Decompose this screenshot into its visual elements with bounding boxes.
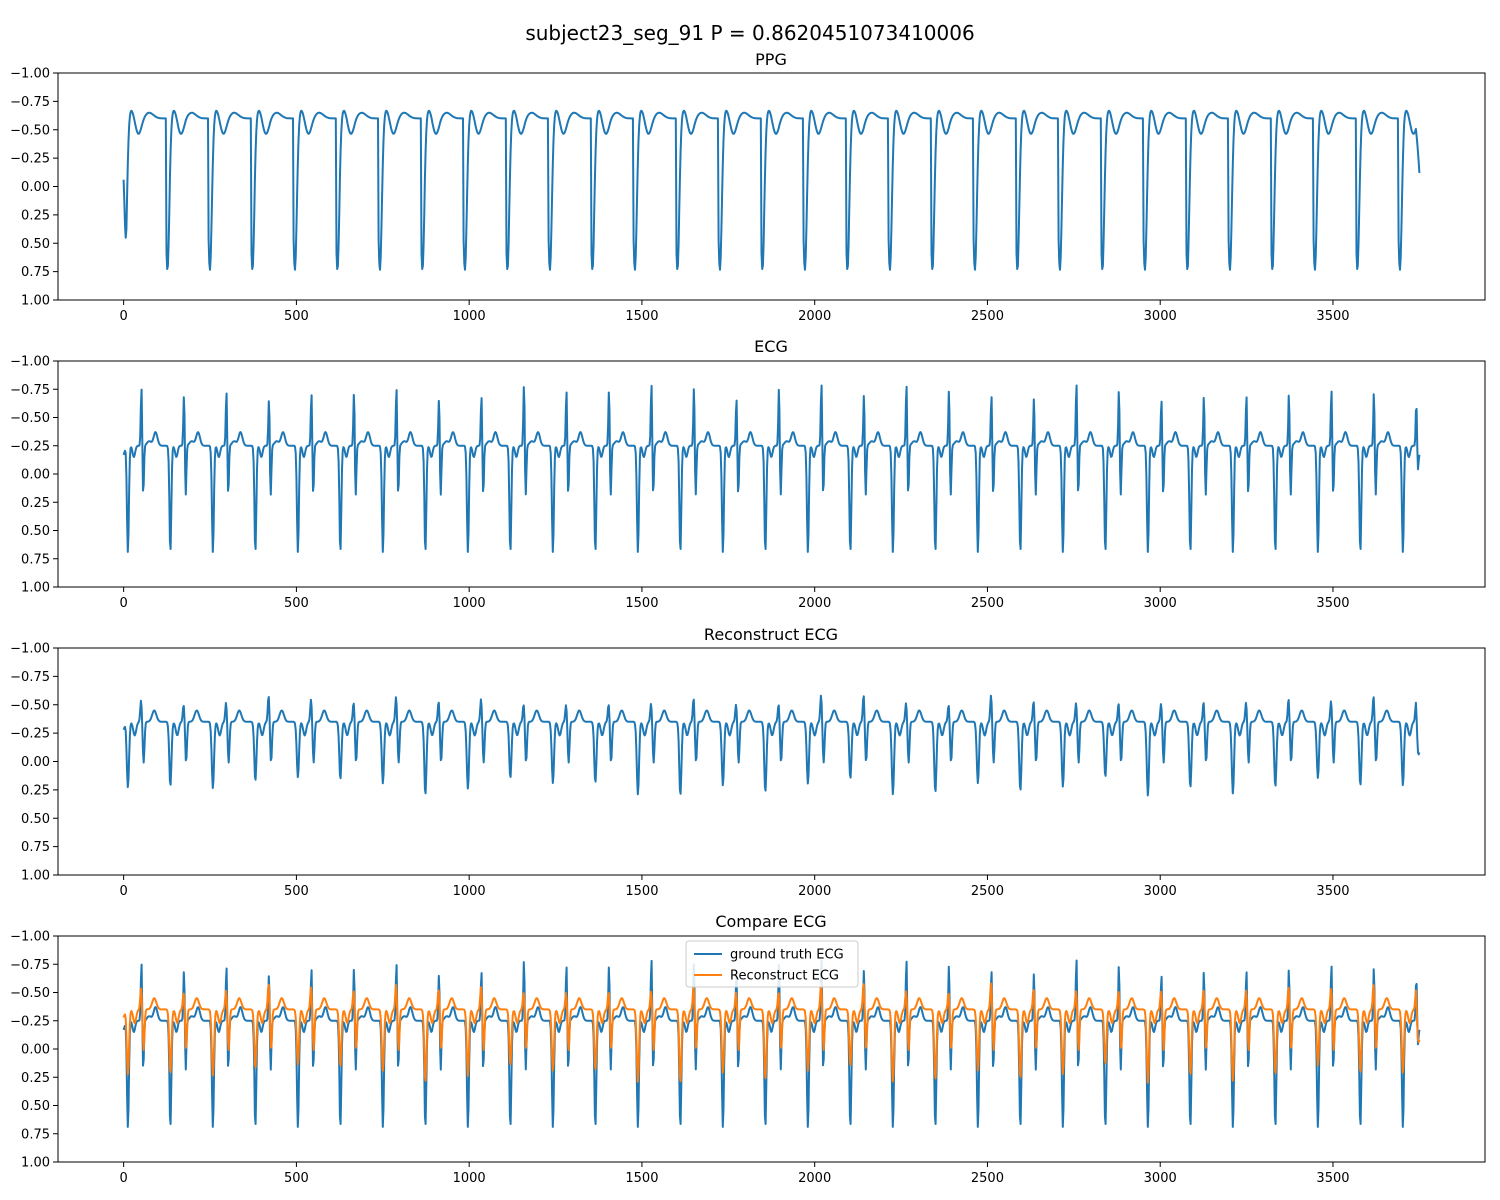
y-tick-label-2-4: 0.00 bbox=[21, 755, 50, 770]
y-tick-label-1-1: −0.75 bbox=[10, 383, 50, 398]
x-tick-label-0-3: 1500 bbox=[625, 309, 658, 324]
x-tick-label-1-0: 0 bbox=[120, 596, 128, 611]
y-tick-label-0-6: 0.50 bbox=[21, 237, 50, 252]
x-tick-label-3-5: 2500 bbox=[971, 1171, 1004, 1186]
axes-title-reconstruct-ecg: Reconstruct ECG bbox=[704, 625, 838, 644]
x-tick-label-3-7: 3500 bbox=[1316, 1171, 1349, 1186]
x-tick-label-2-6: 3000 bbox=[1144, 884, 1177, 899]
x-tick-label-0-0: 0 bbox=[120, 309, 128, 324]
legend: ground truth ECG Reconstruct ECG bbox=[685, 940, 859, 988]
x-tick-label-3-1: 500 bbox=[284, 1171, 309, 1186]
x-tick-label-1-5: 2500 bbox=[971, 596, 1004, 611]
series-line-recon-2 bbox=[122, 694, 1421, 797]
y-tick-label-3-0: −1.00 bbox=[10, 930, 50, 945]
y-tick-label-3-5: 0.25 bbox=[21, 1071, 50, 1086]
x-tick-label-2-7: 3500 bbox=[1316, 884, 1349, 899]
x-tick-label-3-0: 0 bbox=[120, 1171, 128, 1186]
x-tick-label-1-7: 3500 bbox=[1316, 596, 1349, 611]
x-tick-label-0-2: 1000 bbox=[453, 309, 486, 324]
series-line-recon-3 bbox=[122, 982, 1421, 1084]
figure-suptitle: subject23_seg_91 P = 0.8620451073410006 bbox=[525, 21, 974, 45]
y-tick-label-2-7: 0.75 bbox=[21, 840, 50, 855]
x-tick-label-2-1: 500 bbox=[284, 884, 309, 899]
x-tick-label-0-1: 500 bbox=[284, 309, 309, 324]
y-tick-label-0-1: −0.75 bbox=[10, 95, 50, 110]
y-tick-label-1-3: −0.25 bbox=[10, 439, 50, 454]
x-tick-label-1-4: 2000 bbox=[798, 596, 831, 611]
x-tick-label-3-4: 2000 bbox=[798, 1171, 831, 1186]
y-tick-label-2-2: −0.50 bbox=[10, 698, 50, 713]
x-tick-label-2-5: 2500 bbox=[971, 884, 1004, 899]
y-tick-label-0-4: 0.00 bbox=[21, 180, 50, 195]
y-tick-label-0-8: 1.00 bbox=[21, 294, 50, 309]
x-tick-label-2-2: 1000 bbox=[453, 884, 486, 899]
y-tick-label-2-0: −1.00 bbox=[10, 642, 50, 657]
y-tick-label-3-7: 0.75 bbox=[21, 1127, 50, 1142]
y-tick-label-2-3: −0.25 bbox=[10, 727, 50, 742]
axes-title-compare-ecg: Compare ECG bbox=[715, 912, 826, 931]
series-line-ppg-0 bbox=[122, 109, 1421, 271]
x-tick-label-3-2: 1000 bbox=[453, 1171, 486, 1186]
y-tick-label-2-8: 1.00 bbox=[21, 869, 50, 884]
y-tick-label-3-6: 0.50 bbox=[21, 1099, 50, 1114]
y-tick-label-1-4: 0.00 bbox=[21, 468, 50, 483]
legend-label-reconstruct-ecg: Reconstruct ECG bbox=[730, 969, 839, 984]
y-tick-label-2-5: 0.25 bbox=[21, 783, 50, 798]
y-tick-label-0-3: −0.25 bbox=[10, 152, 50, 167]
y-tick-label-1-5: 0.25 bbox=[21, 496, 50, 511]
y-tick-label-3-8: 1.00 bbox=[21, 1156, 50, 1171]
axes-ecg: ECG 0 500 1000 1500 2000 2500 3000 3500 −1.00 −0.… bbox=[10, 337, 1486, 611]
x-tick-label-0-6: 3000 bbox=[1144, 309, 1177, 324]
x-tick-label-1-3: 1500 bbox=[625, 596, 658, 611]
x-tick-label-0-4: 2000 bbox=[798, 309, 831, 324]
axes-ppg: PPG 0 500 1000 1500 2000 2500 3000 3500 −1.00 −0.… bbox=[10, 50, 1486, 324]
x-tick-label-3-6: 3000 bbox=[1144, 1171, 1177, 1186]
x-tick-label-2-4: 2000 bbox=[798, 884, 831, 899]
y-tick-label-3-3: −0.25 bbox=[10, 1014, 50, 1029]
y-tick-label-0-7: 0.75 bbox=[21, 265, 50, 280]
y-tick-label-1-0: −1.00 bbox=[10, 355, 50, 370]
y-tick-label-1-7: 0.75 bbox=[21, 552, 50, 567]
y-tick-label-3-1: −0.75 bbox=[10, 958, 50, 973]
x-tick-label-3-3: 1500 bbox=[625, 1171, 658, 1186]
y-tick-label-2-6: 0.50 bbox=[21, 812, 50, 827]
y-tick-label-1-2: −0.50 bbox=[10, 411, 50, 426]
x-tick-label-2-3: 1500 bbox=[625, 884, 658, 899]
x-tick-label-1-6: 3000 bbox=[1144, 596, 1177, 611]
axes-title-ecg: ECG bbox=[754, 337, 788, 356]
axes-reconstruct-ecg: Reconstruct ECG 0 500 1000 1500 2000 2500 3000… bbox=[10, 625, 1486, 899]
y-tick-label-3-4: 0.00 bbox=[21, 1043, 50, 1058]
x-tick-label-2-0: 0 bbox=[120, 884, 128, 899]
x-tick-label-0-7: 3500 bbox=[1316, 309, 1349, 324]
x-tick-label-1-2: 1000 bbox=[453, 596, 486, 611]
y-tick-label-0-2: −0.50 bbox=[10, 123, 50, 138]
x-tick-label-0-5: 2500 bbox=[971, 309, 1004, 324]
y-tick-label-0-5: 0.25 bbox=[21, 208, 50, 223]
axes-compare-ecg: Compare ECG 0 500 1000 1500 2000 2500 3000 3500… bbox=[10, 912, 1486, 1186]
series-line-ecg-3 bbox=[122, 959, 1421, 1128]
axes-title-ppg: PPG bbox=[755, 50, 787, 69]
series-line-ecg-1 bbox=[122, 384, 1421, 553]
y-tick-label-1-6: 0.50 bbox=[21, 524, 50, 539]
legend-label-ground-truth-ecg: ground truth ECG bbox=[730, 948, 844, 963]
y-tick-label-3-2: −0.50 bbox=[10, 986, 50, 1001]
legend-frame bbox=[685, 940, 859, 988]
y-tick-label-1-8: 1.00 bbox=[21, 581, 50, 596]
x-tick-label-1-1: 500 bbox=[284, 596, 309, 611]
y-tick-label-2-1: −0.75 bbox=[10, 670, 50, 685]
y-tick-label-0-0: −1.00 bbox=[10, 67, 50, 82]
